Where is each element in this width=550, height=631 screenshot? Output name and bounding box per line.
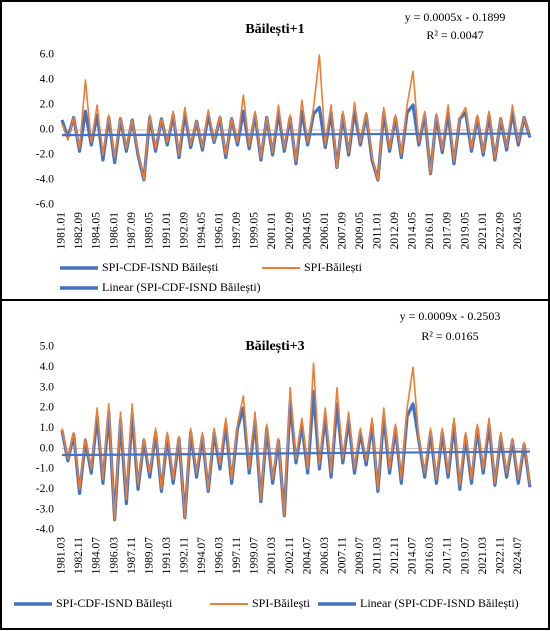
legend-label: SPI-Băilești <box>304 260 363 274</box>
x-tick-label: 2017.09 <box>442 212 454 250</box>
x-tick-label: 1986.03 <box>108 537 120 575</box>
x-tick-label: 2016.01 <box>424 212 436 250</box>
x-tick-label: 2004.07 <box>301 537 313 575</box>
y-tick-label: -3.0 <box>36 503 54 515</box>
chart-title: Băilești+3 <box>245 339 304 354</box>
y-tick-label: 5.0 <box>40 341 55 353</box>
x-tick-label: 1992.11 <box>178 537 190 574</box>
x-tick-label: 2024.05 <box>512 212 524 250</box>
x-tick-label: 2012.09 <box>389 212 401 250</box>
legend-label: SPI-CDF-ISND Băilești <box>102 260 219 274</box>
x-tick-label: 1991.03 <box>161 537 173 575</box>
panel-border <box>0 0 550 301</box>
series-line <box>61 54 531 181</box>
trend-line <box>61 450 531 457</box>
y-tick-label: -6.0 <box>36 199 54 211</box>
y-tick-label: -1.0 <box>36 463 54 475</box>
x-tick-label: 1996.01 <box>214 212 226 250</box>
trend-equation: y = 0.0005x - 0.1899 <box>405 10 506 24</box>
x-tick-label: 2001.03 <box>266 537 278 575</box>
y-tick-label: 6.0 <box>40 49 55 61</box>
x-tick-label: 1982.11 <box>73 537 85 574</box>
x-tick-label: 2002.11 <box>284 537 296 574</box>
y-tick-label: -4.0 <box>36 524 54 536</box>
x-tick-label: 2012.11 <box>389 537 401 574</box>
x-tick-label: 2019.05 <box>459 212 471 250</box>
x-tick-label: 2016.03 <box>424 537 436 575</box>
x-tick-label: 2022.11 <box>494 537 506 574</box>
x-tick-label: 2017.11 <box>442 537 454 574</box>
x-tick-label: 1984.07 <box>91 537 103 575</box>
x-tick-label: 2006.01 <box>319 212 331 250</box>
x-tick-label: 2014.05 <box>407 212 419 250</box>
x-tick-label: 2019.07 <box>459 537 471 575</box>
x-tick-label: 2009.05 <box>354 212 366 250</box>
x-tick-label: 2024.07 <box>512 537 524 575</box>
x-tick-label: 2004.05 <box>301 212 313 250</box>
legend-label: Linear (SPI-CDF-ISND Băilești) <box>360 596 519 610</box>
y-tick-label: 2.0 <box>40 99 55 111</box>
x-tick-label: 2021.03 <box>477 537 489 575</box>
y-tick-label: 3.0 <box>40 381 55 393</box>
r-squared: R² = 0.0165 <box>421 329 478 343</box>
r-squared: R² = 0.0047 <box>426 28 483 42</box>
x-tick-label: 2011.03 <box>372 537 384 574</box>
x-tick-label: 1989.07 <box>143 537 155 575</box>
x-tick-label: 2006.03 <box>319 537 331 575</box>
x-tick-label: 1991.01 <box>161 212 173 250</box>
y-tick-label: -2.0 <box>36 483 54 495</box>
x-tick-label: 1994.07 <box>196 537 208 575</box>
x-tick-label: 1999.07 <box>249 537 261 575</box>
x-tick-label: 1989.05 <box>143 212 155 250</box>
x-tick-label: 2007.09 <box>336 212 348 250</box>
x-tick-label: 2007.11 <box>336 537 348 574</box>
x-tick-label: 1987.09 <box>126 212 138 250</box>
y-tick-label: -4.0 <box>36 174 54 186</box>
chart-title: Băilești+1 <box>245 22 304 37</box>
x-tick-label: 2001.01 <box>266 212 278 250</box>
x-tick-label: 1997.11 <box>231 537 243 574</box>
x-tick-label: 1984.05 <box>91 212 103 250</box>
x-tick-label: 1986.01 <box>108 212 120 250</box>
y-tick-label: 1.0 <box>40 422 55 434</box>
trend-equation: y = 0.0009x - 0.2503 <box>400 309 501 323</box>
x-tick-label: 2022.09 <box>494 212 506 250</box>
x-tick-label: 1999.05 <box>249 212 261 250</box>
x-tick-label: 1981.01 <box>56 212 68 250</box>
series-line <box>61 362 531 521</box>
x-tick-label: 1996.03 <box>214 537 226 575</box>
x-tick-label: 1982.09 <box>73 212 85 250</box>
x-tick-label: 1997.09 <box>231 212 243 250</box>
x-tick-label: 2002.09 <box>284 212 296 250</box>
x-tick-label: 2009.07 <box>354 537 366 575</box>
y-tick-label: -2.0 <box>36 149 54 161</box>
y-tick-label: 0.0 <box>40 124 55 136</box>
x-tick-label: 1987.11 <box>126 537 138 574</box>
y-tick-label: 2.0 <box>40 402 55 414</box>
trend-line <box>61 132 531 137</box>
y-tick-label: 0.0 <box>40 442 55 454</box>
legend-label: Linear (SPI-CDF-ISND Băilești) <box>102 280 261 294</box>
y-tick-label: 4.0 <box>40 74 55 86</box>
legend-label: SPI-Băilești <box>252 596 311 610</box>
x-tick-label: 1992.09 <box>178 212 190 250</box>
x-tick-label: 1994.05 <box>196 212 208 250</box>
x-tick-label: 2011.01 <box>372 212 384 249</box>
x-tick-label: 2014.07 <box>407 537 419 575</box>
panel-border <box>0 299 550 630</box>
x-tick-label: 2021.01 <box>477 212 489 250</box>
legend-label: SPI-CDF-ISND Băilești <box>56 596 173 610</box>
y-tick-label: 4.0 <box>40 361 55 373</box>
x-tick-label: 1981.03 <box>56 537 68 575</box>
